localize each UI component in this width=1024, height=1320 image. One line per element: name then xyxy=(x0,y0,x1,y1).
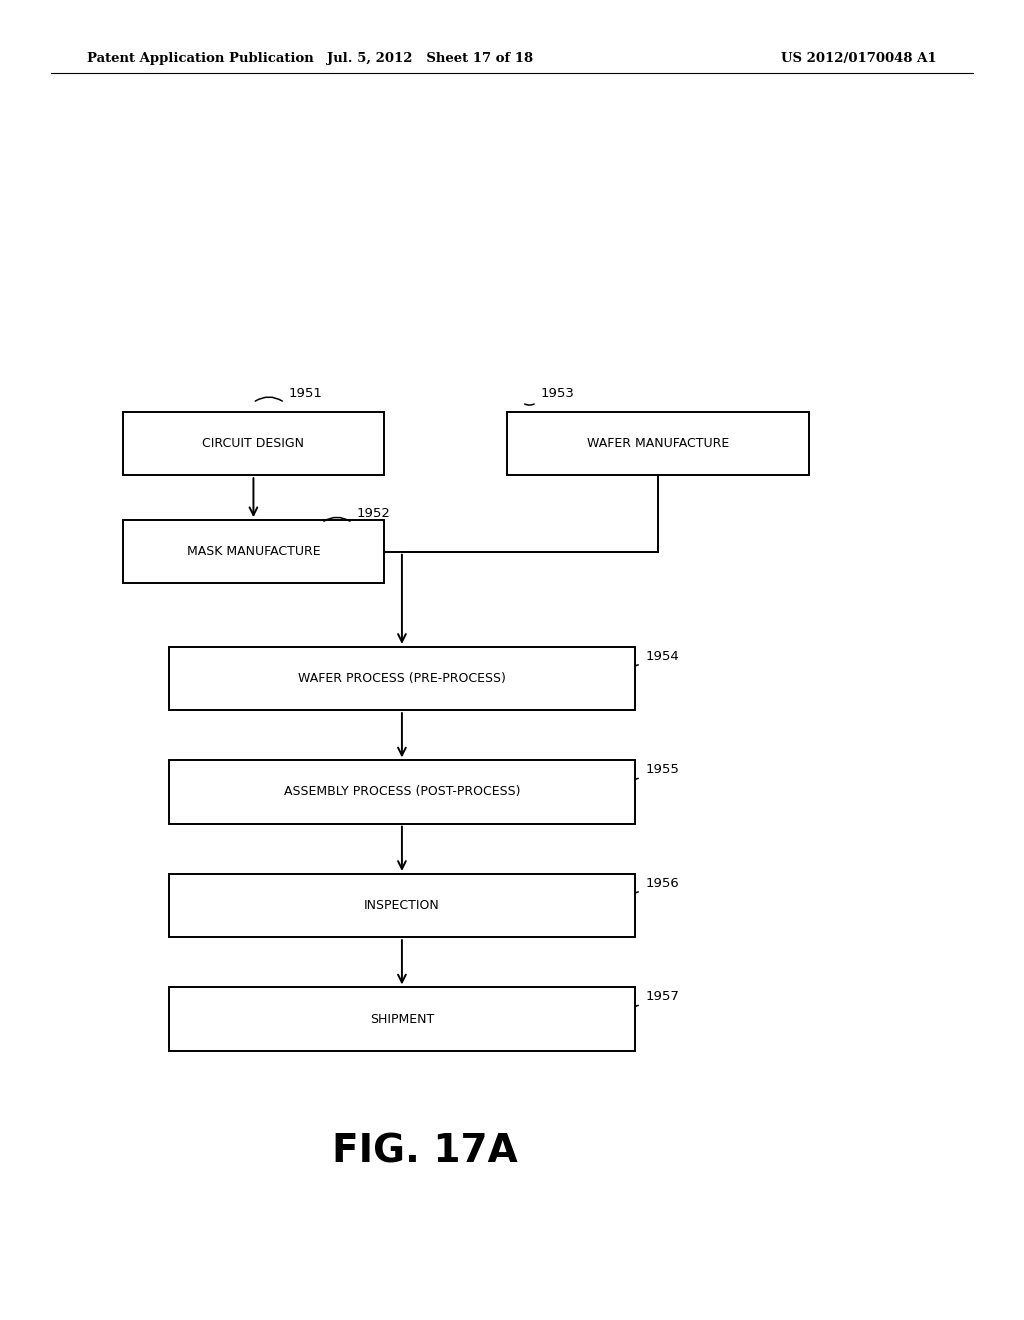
Text: INSPECTION: INSPECTION xyxy=(365,899,439,912)
Bar xyxy=(123,520,384,583)
Text: 1953: 1953 xyxy=(541,387,574,400)
Text: US 2012/0170048 A1: US 2012/0170048 A1 xyxy=(781,51,937,65)
Bar xyxy=(123,412,384,475)
Text: 1955: 1955 xyxy=(645,763,679,776)
Bar xyxy=(169,760,635,824)
Text: SHIPMENT: SHIPMENT xyxy=(370,1012,434,1026)
Text: 1951: 1951 xyxy=(289,387,323,400)
Text: 1956: 1956 xyxy=(645,876,679,890)
Text: WAFER PROCESS (PRE-PROCESS): WAFER PROCESS (PRE-PROCESS) xyxy=(298,672,506,685)
Text: 1954: 1954 xyxy=(645,649,679,663)
Text: CIRCUIT DESIGN: CIRCUIT DESIGN xyxy=(203,437,304,450)
Bar xyxy=(169,987,635,1051)
Bar xyxy=(169,647,635,710)
Text: WAFER MANUFACTURE: WAFER MANUFACTURE xyxy=(587,437,729,450)
Bar xyxy=(507,412,809,475)
Text: Patent Application Publication: Patent Application Publication xyxy=(87,51,313,65)
Text: 1952: 1952 xyxy=(356,507,390,520)
Text: 1957: 1957 xyxy=(645,990,679,1003)
Bar xyxy=(169,874,635,937)
Text: ASSEMBLY PROCESS (POST-PROCESS): ASSEMBLY PROCESS (POST-PROCESS) xyxy=(284,785,520,799)
Text: MASK MANUFACTURE: MASK MANUFACTURE xyxy=(186,545,321,558)
Text: Jul. 5, 2012   Sheet 17 of 18: Jul. 5, 2012 Sheet 17 of 18 xyxy=(327,51,534,65)
Text: FIG. 17A: FIG. 17A xyxy=(332,1133,518,1170)
